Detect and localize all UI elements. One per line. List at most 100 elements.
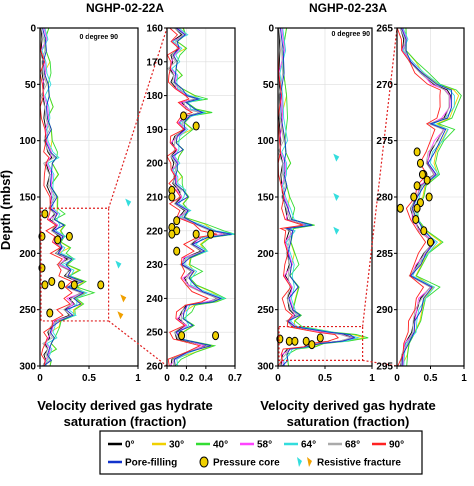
ytick-label-1-0: 160 xyxy=(146,24,163,35)
pressure-core-marker-3-9 xyxy=(420,226,428,236)
resistive-fracture-marker-2-2 xyxy=(333,153,340,162)
ytick-label-3-3: 280 xyxy=(376,193,393,204)
pressure-core-marker-3-7 xyxy=(413,203,421,213)
pressure-core-marker-3-1 xyxy=(416,158,424,168)
xtick-label-0-0: 0 xyxy=(37,373,43,384)
ytick-label-1-10: 260 xyxy=(146,362,163,373)
ytick-label-3-6: 295 xyxy=(376,362,393,373)
ytick-label-0-2: 100 xyxy=(19,136,36,147)
xtick-label-2-2: 1 xyxy=(369,373,375,384)
ytick-label-1-8: 240 xyxy=(146,294,163,305)
legend-label-9: Resistive fracture xyxy=(317,458,401,469)
xlabel-left-line1: Velocity derived gas hydrate xyxy=(37,398,213,413)
ytick-label-2-6: 300 xyxy=(257,362,274,373)
zoom-box-0 xyxy=(40,207,110,322)
legend-label-0: 0° xyxy=(125,440,135,451)
legend-label-1: 30° xyxy=(169,440,184,451)
series-line-0-2 xyxy=(44,27,96,367)
series-line-0-6 xyxy=(42,27,85,367)
legend-swatch-9b xyxy=(307,457,312,467)
xtick-label-3-2: 1 xyxy=(461,373,467,384)
pressure-core-marker-1-10 xyxy=(207,229,215,239)
degree-label-22a: 0 degree 90 xyxy=(79,34,118,41)
series-line-2-7 xyxy=(277,28,340,367)
pressure-core-marker-2-4 xyxy=(308,340,316,350)
xtick-label-3-0: 0 xyxy=(394,373,400,384)
xtick-label-1-2: 0.4 xyxy=(199,373,213,384)
ytick-label-1-4: 200 xyxy=(146,159,163,170)
pressure-core-marker-1-0 xyxy=(180,111,188,121)
xtick-label-0-2: 1 xyxy=(135,373,141,384)
resistive-fracture-marker-0-1 xyxy=(120,294,127,303)
legend-label-5: 68° xyxy=(345,440,360,451)
legend-label-4: 64° xyxy=(301,440,316,451)
legend-frame xyxy=(99,430,423,475)
legend-label-2: 40° xyxy=(213,440,228,451)
legend: 0° 30° 40° 58° 64° 68° 90° Pore-filling Pressure… xyxy=(99,430,423,475)
legend-swatch-8 xyxy=(199,456,209,468)
pressure-core-marker-0-2 xyxy=(65,231,73,241)
pressure-core-marker-1-9 xyxy=(173,246,181,256)
xtick-label-2-0: 0 xyxy=(275,373,281,384)
ytick-label-1-7: 230 xyxy=(146,260,163,271)
zoom-connector-bottom-2 xyxy=(362,359,398,367)
pressure-core-marker-1-7 xyxy=(168,229,176,239)
resistive-fracture-marker-0-0 xyxy=(125,198,132,207)
resistive-fracture-marker-2-0 xyxy=(333,193,340,201)
panel-title-23a: NGHP-02-23A xyxy=(309,1,387,15)
pressure-core-marker-1-1 xyxy=(192,121,200,131)
pressure-core-marker-2-2 xyxy=(291,336,299,346)
series-line-3-5 xyxy=(399,27,450,367)
ytick-label-2-3: 150 xyxy=(257,193,274,204)
pressure-core-marker-2-1 xyxy=(285,336,293,346)
ytick-label-3-0: 265 xyxy=(376,24,393,35)
pressure-core-marker-0-5 xyxy=(48,277,56,286)
pressure-core-marker-3-13 xyxy=(425,192,433,202)
ytick-label-2-0: 0 xyxy=(268,24,274,35)
legend-label-7: Pore-filling xyxy=(125,458,177,469)
pressure-core-marker-1-4 xyxy=(173,216,181,226)
pressure-core-marker-3-8 xyxy=(412,215,420,225)
pressure-core-marker-0-7 xyxy=(58,280,66,290)
zoom-box-2 xyxy=(278,325,364,361)
pressure-core-marker-2-3 xyxy=(302,336,310,346)
zoom-connector-top-0 xyxy=(108,27,168,209)
ytick-label-1-3: 190 xyxy=(146,125,163,136)
ytick-label-2-1: 50 xyxy=(263,80,275,91)
pressure-core-marker-0-8 xyxy=(70,280,78,290)
ytick-label-1-2: 180 xyxy=(146,91,163,102)
zoom-connector-top-2 xyxy=(362,27,398,327)
legend-label-8: Pressure core xyxy=(213,458,280,469)
pressure-core-marker-3-5 xyxy=(410,192,418,202)
pressure-core-marker-0-10 xyxy=(46,308,54,318)
ytick-label-2-2: 100 xyxy=(257,136,274,147)
xtick-label-0-1: 0.5 xyxy=(82,373,96,384)
ytick-label-0-1: 50 xyxy=(25,80,37,91)
ytick-label-3-5: 290 xyxy=(376,305,393,316)
ytick-label-0-4: 200 xyxy=(19,249,36,260)
xtick-label-1-0: 0 xyxy=(164,373,170,384)
xlabel-right-line2: saturation (fraction) xyxy=(287,414,410,429)
xtick-label-1-3: 0.7 xyxy=(228,373,242,384)
resistive-fracture-marker-0-3 xyxy=(117,311,124,320)
resistive-fracture-marker-0-2 xyxy=(115,260,122,269)
pressure-core-marker-0-6 xyxy=(41,280,49,290)
pressure-core-marker-1-11 xyxy=(178,331,186,341)
xtick-label-2-1: 0.5 xyxy=(318,373,332,384)
pressure-core-marker-3-0 xyxy=(413,147,421,157)
ylabel-depth: Depth (mbsf) xyxy=(0,170,13,250)
xlabel-right-line1: Velocity derived gas hydrate xyxy=(260,398,436,413)
pressure-core-marker-1-3 xyxy=(168,192,176,202)
legend-label-3: 58° xyxy=(257,440,272,451)
series-line-1-7 xyxy=(166,27,218,367)
ytick-label-0-0: 0 xyxy=(30,24,36,35)
ytick-label-1-9: 250 xyxy=(146,328,163,339)
ytick-label-0-5: 250 xyxy=(19,305,36,316)
xlabel-left-line2: saturation (fraction) xyxy=(64,414,187,429)
legend-label-6: 90° xyxy=(389,440,404,451)
pressure-core-marker-1-8 xyxy=(192,229,200,239)
resistive-fracture-marker-2-1 xyxy=(333,226,340,235)
